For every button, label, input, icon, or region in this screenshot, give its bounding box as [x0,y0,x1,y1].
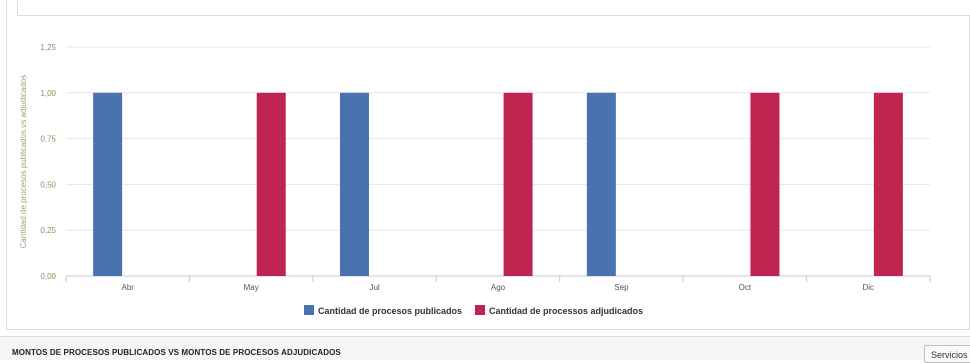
chart-panel [6,0,970,330]
x-tick-label: Sep [614,283,629,292]
section-title: MONTOS DE PROCESOS PUBLICADOS VS MONTOS … [12,348,341,357]
chart-grid [66,46,930,277]
y-tick-label: 0,75 [40,135,56,144]
bar[interactable] [586,92,616,276]
legend-item[interactable]: Cantidad de procesos publicados [304,305,462,316]
bar[interactable] [339,92,369,276]
previous-panel-edge [17,0,970,16]
y-tick-label: 0,50 [40,180,56,189]
legend-label: Cantidad de processos adjudicados [489,306,643,316]
services-button[interactable]: Servicios [924,345,970,363]
y-tick-label: 1,25 [40,43,56,52]
bar[interactable] [503,92,533,276]
legend-label: Cantidad de procesos publicados [318,306,462,316]
y-tick-label: 0,00 [40,272,56,281]
legend-item[interactable]: Cantidad de processos adjudicados [475,305,643,316]
y-axis: 0,00 0,25 0,50 0,75 1,00 1,25 [40,43,56,281]
x-tick-label: Ago [491,283,506,292]
legend-swatch [304,305,314,315]
legend-swatch [475,305,485,315]
y-tick-label: 1,00 [40,89,56,98]
bar-series [93,92,903,276]
x-axis: Abr May Jul Ago Sep Oct Dic [65,276,931,292]
x-tick-label: Dic [863,283,875,292]
legend[interactable]: Cantidad de procesos publicados Cantidad … [304,305,643,316]
bar[interactable] [750,92,780,276]
x-tick-label: Jul [369,283,379,292]
x-tick-label: Oct [739,283,752,292]
y-axis-title: Cantidad de procesos publicados vs adjud… [19,75,28,248]
section-header: MONTOS DE PROCESOS PUBLICADOS VS MONTOS … [0,336,970,363]
y-tick-label: 0,25 [40,226,56,235]
bar[interactable] [93,92,123,276]
bar[interactable] [873,92,903,276]
x-tick-label: May [244,283,259,292]
bar[interactable] [256,92,286,276]
bar-chart: 0,00 0,25 0,50 0,75 1,00 1,25 Abr May Jul Ago Sep… [19,43,931,316]
x-tick-label: Abr [121,283,134,292]
